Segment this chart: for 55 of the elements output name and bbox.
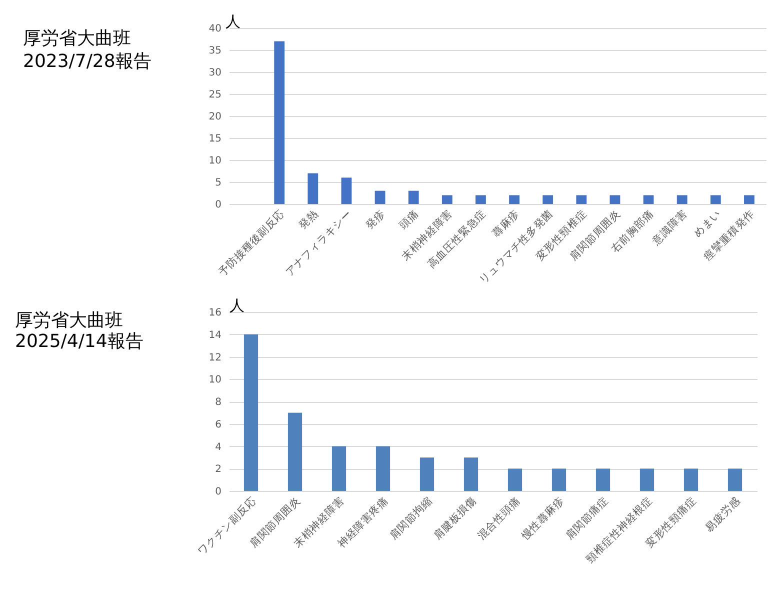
y-axis-title: 人 (226, 12, 240, 30)
x-tick-label: 易疲労感 (702, 494, 743, 534)
bar (576, 195, 587, 204)
y-tick-label: 35 (208, 46, 222, 56)
bar (728, 468, 742, 491)
bar (244, 334, 258, 491)
bar (332, 446, 346, 491)
y-tick-label: 12 (208, 352, 222, 364)
y-tick-label: 30 (208, 68, 222, 78)
y-axis-title: 人 (230, 296, 244, 314)
x-tick-label: 発疹 (363, 207, 388, 232)
y-tick-label: 8 (215, 397, 222, 408)
y-tick-label: 25 (208, 90, 222, 100)
x-tick-label: 肩関節拘縮 (386, 494, 435, 542)
bar (374, 190, 386, 204)
bar (610, 195, 620, 204)
bar (308, 173, 318, 204)
y-tick-label: 2 (215, 464, 222, 476)
x-tick-label: 発熱 (296, 207, 321, 232)
bar (596, 468, 610, 491)
bar (464, 457, 478, 491)
y-tick-label: 10 (208, 156, 222, 166)
bar (684, 468, 698, 491)
bar (676, 195, 688, 204)
y-tick-label: 20 (208, 112, 222, 122)
y-tick-label: 15 (208, 134, 222, 144)
bar (288, 412, 302, 491)
bar (509, 195, 520, 204)
bar (643, 195, 654, 204)
bar (274, 41, 285, 204)
bar (476, 195, 486, 204)
bar (508, 468, 522, 491)
y-tick-label: 0 (215, 486, 222, 498)
y-tick-label: 10 (208, 374, 222, 386)
bar (341, 178, 352, 204)
bar (552, 468, 566, 491)
y-tick-label: 14 (208, 330, 222, 341)
y-tick-label: 6 (215, 419, 222, 430)
bar (744, 195, 754, 204)
y-tick-label: 4 (215, 442, 222, 453)
y-tick-label: 16 (208, 308, 222, 318)
bar (376, 446, 390, 491)
y-tick-label: 5 (215, 178, 222, 188)
bar (542, 195, 554, 204)
y-tick-label: 40 (208, 24, 222, 34)
bar (442, 195, 452, 204)
text: 厚労省大曲班 (23, 28, 131, 49)
text: 厚労省大曲班 (15, 310, 123, 331)
bar (408, 190, 419, 204)
text: 2025/4/14報告 (15, 331, 144, 352)
bar (640, 468, 654, 491)
bar (710, 195, 721, 204)
text: 2023/7/28報告 (23, 51, 152, 72)
x-tick-label: 頭痛 (396, 207, 422, 232)
bar (420, 457, 434, 491)
